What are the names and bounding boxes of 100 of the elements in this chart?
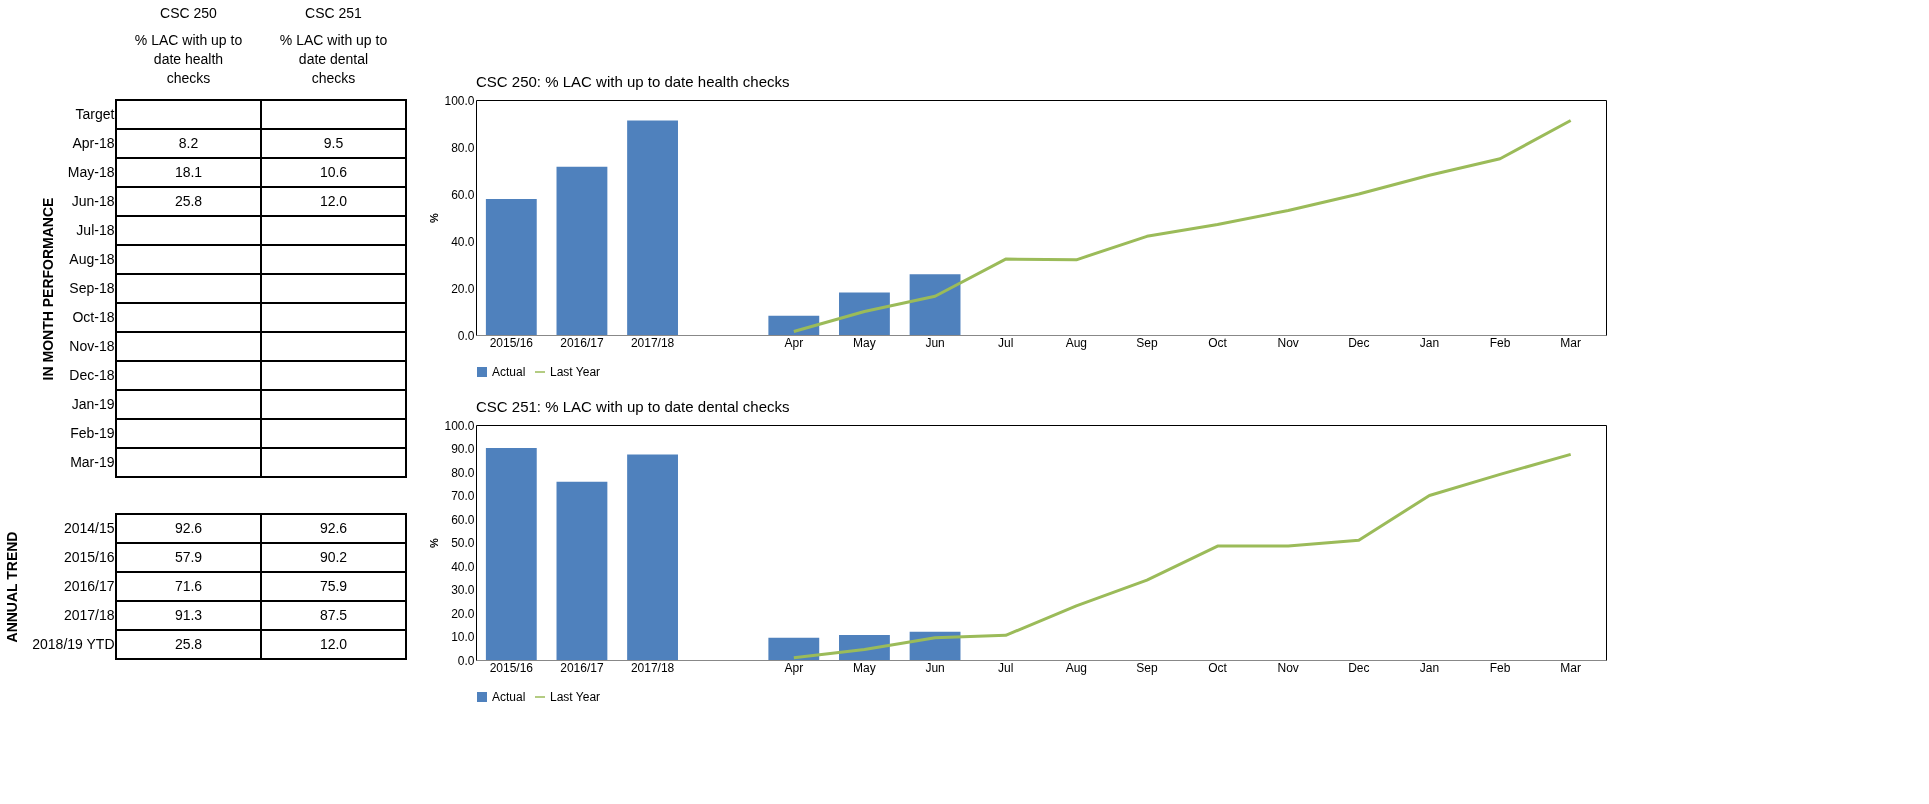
y-tick-label: Sep-18 bbox=[69, 279, 115, 296]
x-tick-label: Mar bbox=[1560, 335, 1582, 350]
y-tick-label: 100.0 bbox=[444, 93, 475, 108]
data-label: 91.3 bbox=[174, 606, 203, 623]
x-tick-label: Nov bbox=[1277, 660, 1299, 675]
y-tick-label: 60.0 bbox=[451, 512, 475, 527]
x-tick-label: Dec bbox=[1348, 660, 1370, 675]
x-tick-label: May bbox=[853, 335, 876, 350]
data-label: 75.9 bbox=[319, 577, 348, 594]
bar bbox=[485, 198, 537, 335]
y-tick-label: 2016/17 bbox=[63, 577, 115, 594]
line-series bbox=[792, 118, 1573, 333]
x-tick-label: 2016/17 bbox=[560, 335, 604, 350]
y-tick-label: 10.0 bbox=[451, 630, 475, 644]
bar bbox=[627, 120, 678, 335]
legend-label: Actual bbox=[492, 690, 526, 704]
y-tick-label: 20.0 bbox=[451, 281, 475, 296]
y-tick-label: 0.0 bbox=[457, 328, 475, 343]
y-tick-label: 30.0 bbox=[451, 583, 475, 597]
y-tick-label: Apr-18 bbox=[72, 134, 115, 151]
x-tick-label: Jun bbox=[925, 335, 945, 350]
x-tick-label: Apr bbox=[784, 335, 804, 350]
bar bbox=[556, 481, 608, 660]
x-tick-label: 2017/18 bbox=[630, 335, 675, 350]
bar bbox=[485, 448, 537, 660]
data-label: 71.6 bbox=[174, 577, 203, 594]
x-tick-label: Aug bbox=[1065, 335, 1087, 350]
x-tick-label: Feb bbox=[1489, 335, 1511, 350]
y-tick-label: 90.0 bbox=[451, 442, 475, 456]
bar bbox=[768, 637, 820, 660]
legend-label: Last Year bbox=[550, 365, 601, 379]
x-tick-label: Dec bbox=[1348, 335, 1370, 350]
legend-label: Last Year bbox=[550, 690, 601, 704]
y-tick-label: 2017/18 bbox=[63, 606, 115, 623]
x-tick-label: 2015/16 bbox=[489, 335, 534, 350]
text: % LAC with up to date health checks bbox=[134, 32, 243, 86]
y-tick-label: 2018/19 YTD bbox=[32, 635, 115, 652]
x-tick-label: Sep bbox=[1136, 335, 1158, 350]
chart-title: CSC 251: % LAC with up to date dental checks bbox=[476, 398, 790, 415]
bar bbox=[768, 315, 820, 335]
x-tick-label: CSC 251 bbox=[305, 4, 363, 21]
x-tick-label: Jan bbox=[1419, 335, 1440, 350]
y-tick-label: 80.0 bbox=[451, 140, 475, 155]
x-tick-label: 2015/16 bbox=[489, 660, 534, 675]
y-tick-label: Jun-18 bbox=[71, 192, 115, 209]
y-tick-label: 2015/16 bbox=[63, 548, 115, 565]
y-axis-title: ANNUAL TREND bbox=[4, 531, 20, 643]
y-tick-label: 60.0 bbox=[451, 187, 475, 202]
y-tick-label: 70.0 bbox=[451, 489, 475, 503]
x-tick-label: Mar bbox=[1560, 660, 1582, 675]
x-tick-label: Jun bbox=[925, 660, 945, 675]
bar bbox=[627, 454, 678, 660]
y-tick-label: Dec-18 bbox=[69, 366, 115, 383]
line-series bbox=[792, 452, 1573, 660]
y-tick-label: Aug-18 bbox=[69, 250, 115, 267]
y-tick-label: 0.0 bbox=[457, 653, 475, 668]
y-tick-label: 40.0 bbox=[451, 559, 475, 574]
data-label: 9.5 bbox=[323, 134, 344, 151]
data-label: 25.8 bbox=[174, 635, 203, 652]
y-tick-label: Target bbox=[75, 105, 115, 122]
data-label: 90.2 bbox=[319, 548, 348, 565]
x-tick-label: Sep bbox=[1136, 660, 1158, 675]
x-tick-label: CSC 250 bbox=[160, 4, 218, 21]
y-tick-label: 50.0 bbox=[451, 536, 475, 550]
y-tick-label: Jul-18 bbox=[76, 221, 115, 238]
x-tick-label: Apr bbox=[784, 660, 804, 675]
data-label: 18.1 bbox=[174, 163, 203, 180]
y-axis-title: IN MONTH PERFORMANCE bbox=[39, 197, 56, 381]
bar bbox=[909, 274, 961, 335]
data-label: 57.9 bbox=[174, 548, 203, 565]
data-label: 92.6 bbox=[174, 519, 203, 536]
x-tick-label: May bbox=[853, 660, 876, 675]
chart-title: CSC 250: % LAC with up to date health checks bbox=[476, 73, 790, 90]
y-tick-label: 2014/15 bbox=[63, 519, 115, 536]
data-label: 92.6 bbox=[319, 519, 348, 536]
x-tick-label: 2017/18 bbox=[630, 660, 675, 675]
x-tick-label: Feb bbox=[1489, 660, 1511, 675]
data-label: 25.8 bbox=[174, 192, 203, 209]
y-tick-label: Jan-19 bbox=[71, 395, 115, 412]
x-tick-label: Nov bbox=[1277, 335, 1299, 350]
bar bbox=[839, 292, 890, 335]
bar bbox=[556, 166, 608, 335]
y-axis-title: % bbox=[428, 537, 441, 548]
x-tick-label: Oct bbox=[1208, 335, 1228, 350]
x-tick-label: 2016/17 bbox=[560, 660, 604, 675]
x-tick-label: Oct bbox=[1208, 660, 1228, 675]
data-label: 10.6 bbox=[319, 163, 348, 180]
x-tick-label: Aug bbox=[1065, 660, 1087, 675]
y-tick-label: 40.0 bbox=[451, 234, 475, 249]
y-tick-label: 100.0 bbox=[444, 418, 475, 433]
y-tick-label: Mar-19 bbox=[70, 453, 115, 470]
data-label: 8.2 bbox=[178, 134, 199, 151]
data-label: 12.0 bbox=[319, 192, 348, 209]
y-tick-label: Feb-19 bbox=[70, 424, 115, 441]
y-tick-label: Oct-18 bbox=[72, 308, 115, 325]
y-axis-title: % bbox=[428, 212, 441, 223]
data-label: 87.5 bbox=[319, 606, 348, 623]
text: % LAC with up to date dental checks bbox=[279, 32, 388, 86]
x-tick-label: Jan bbox=[1419, 660, 1440, 675]
y-tick-label: May-18 bbox=[67, 163, 115, 180]
